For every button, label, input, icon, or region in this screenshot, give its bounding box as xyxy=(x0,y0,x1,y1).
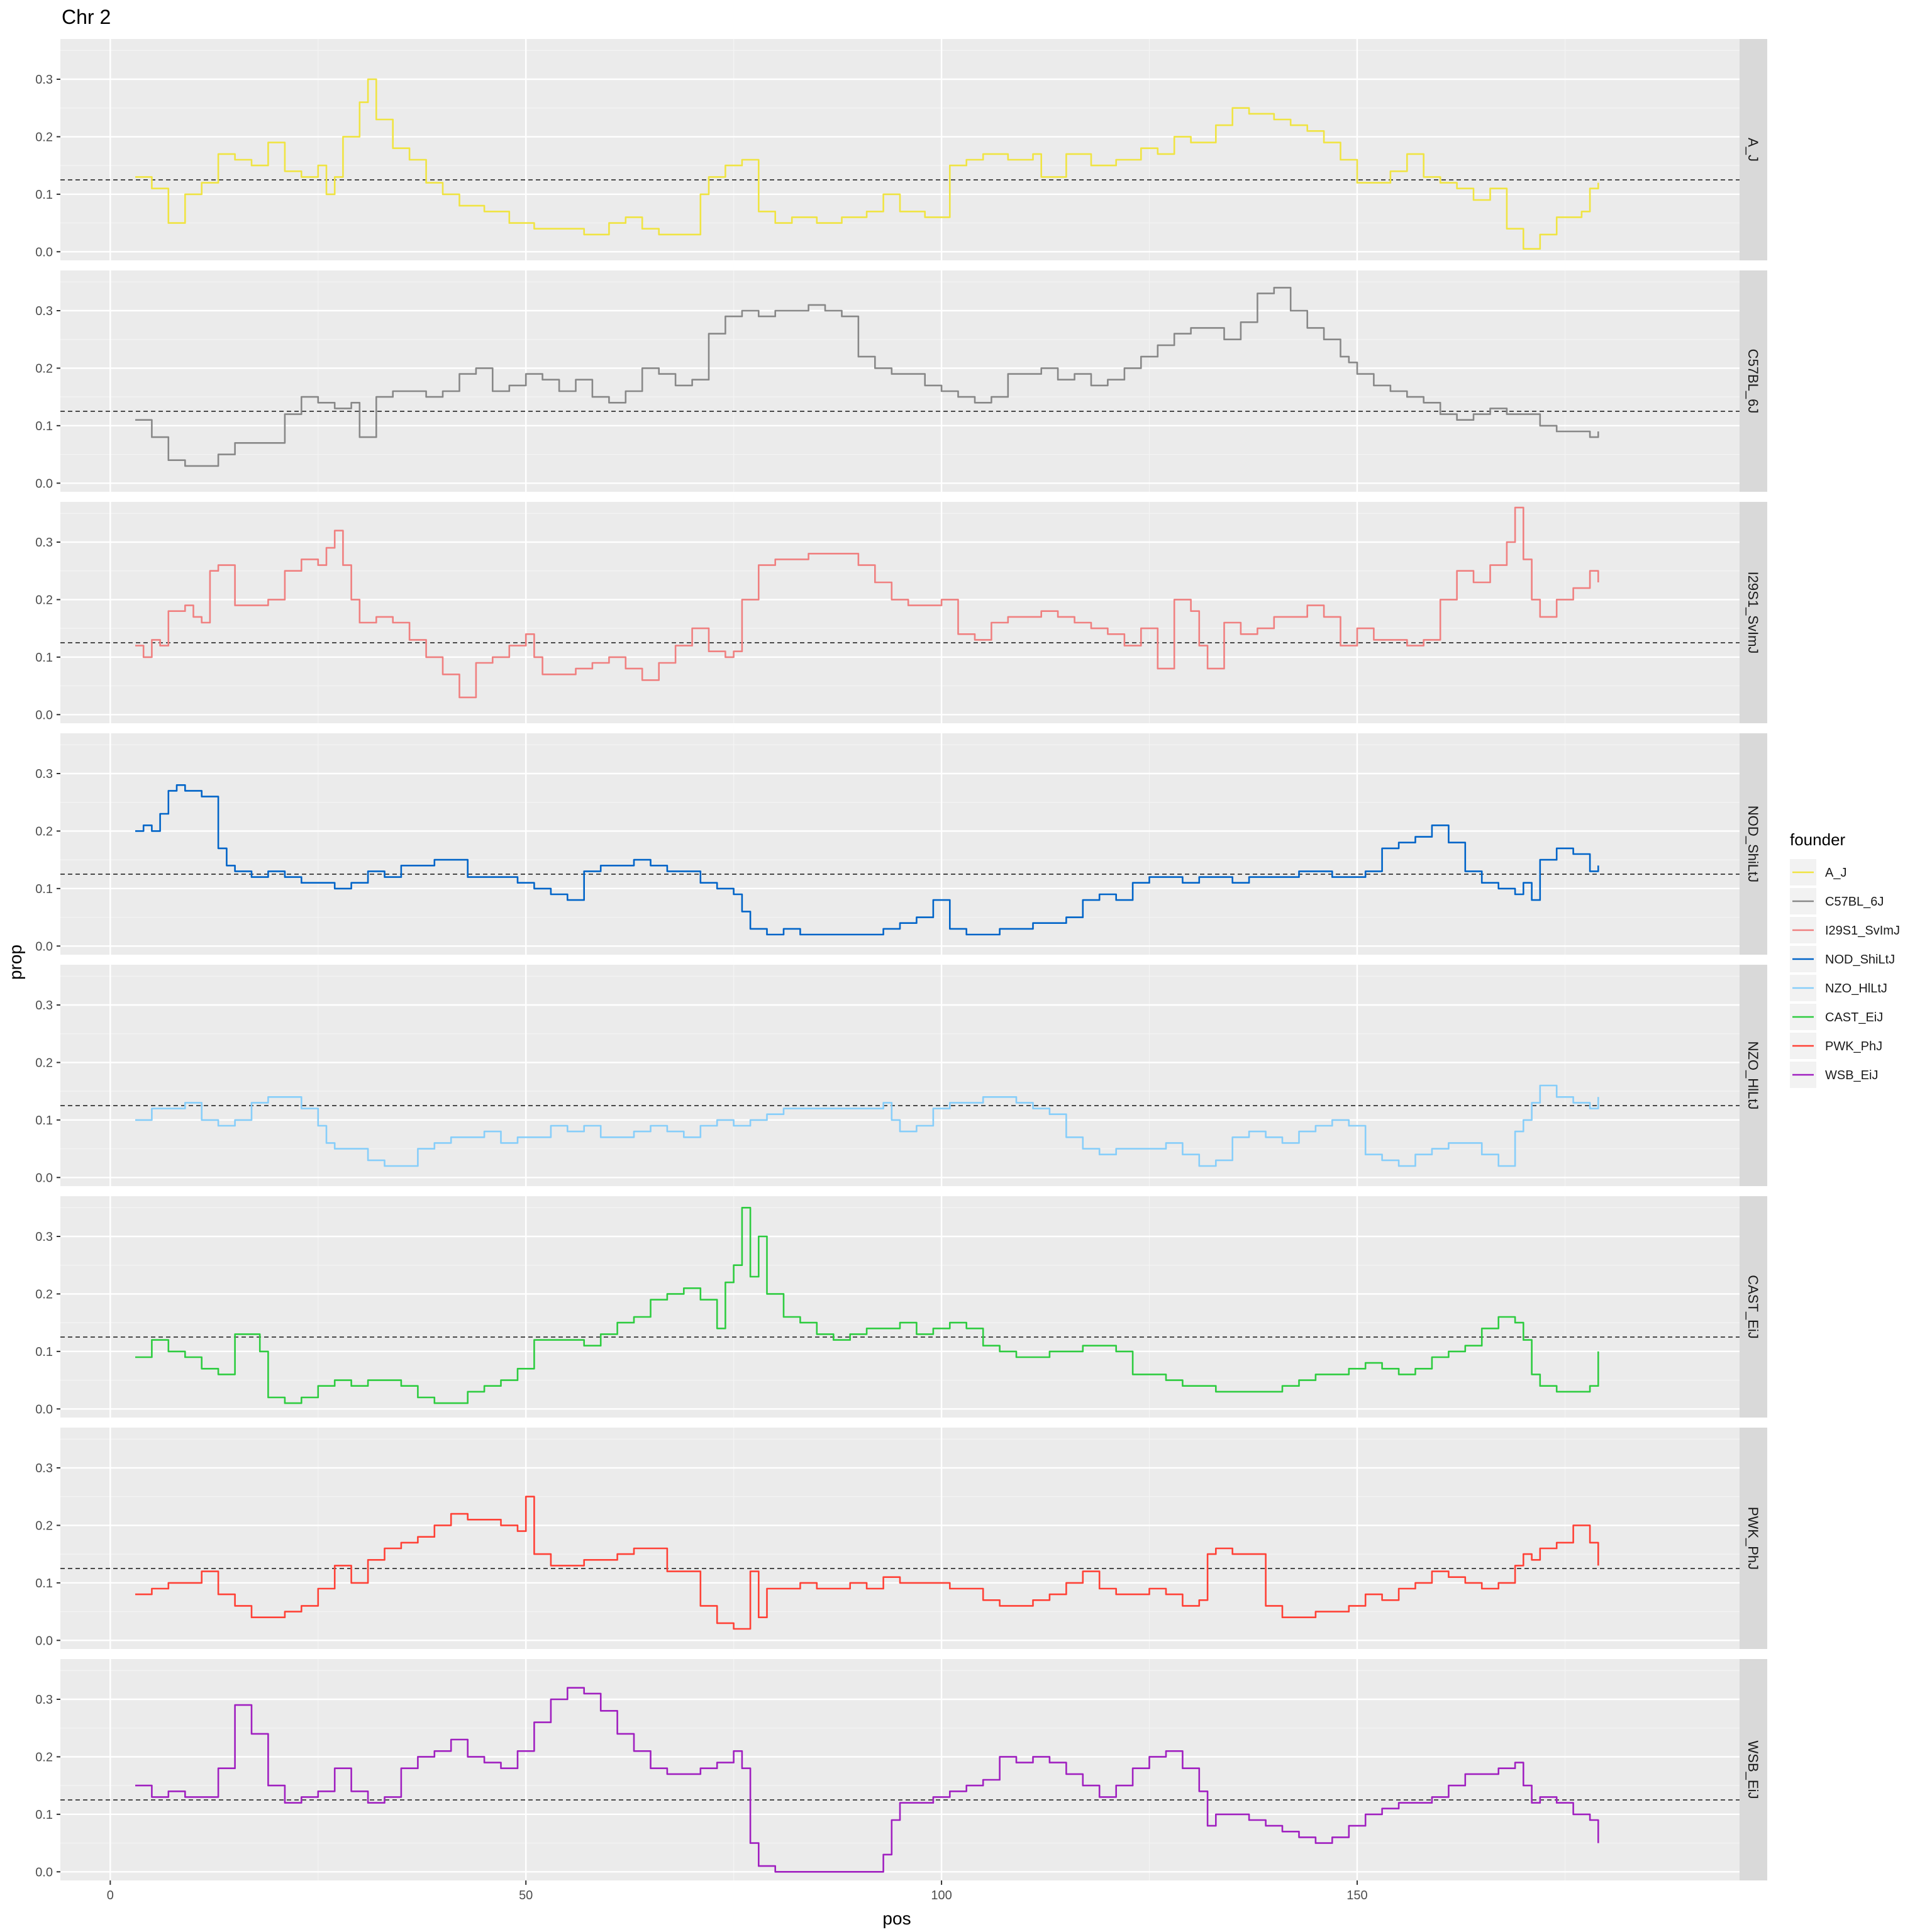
y-tick-label: 0.1 xyxy=(35,1114,53,1128)
strip-background xyxy=(1740,1659,1767,1880)
x-tick-label: 50 xyxy=(519,1889,533,1902)
y-tick-label: 0.0 xyxy=(35,940,53,953)
series-line-PWK_PhJ xyxy=(135,1496,1599,1630)
y-tick-label: 0.1 xyxy=(35,1808,53,1822)
strip-label: CAST_EiJ xyxy=(1745,1275,1761,1338)
facet-panel-CAST_EiJ: 0.0 0.1 0.2 0.3 CAST_EiJ xyxy=(35,1196,1767,1418)
y-tick-label: 0.2 xyxy=(35,1056,53,1070)
panel-background xyxy=(60,39,1740,260)
series-line-NZO_HlLtJ xyxy=(135,1084,1599,1167)
strip-label: WSB_EiJ xyxy=(1745,1741,1761,1799)
y-tick-label: 0.1 xyxy=(35,419,53,433)
panel-background xyxy=(60,1196,1740,1418)
series-line-I29S1_SvImJ xyxy=(135,506,1599,699)
facet-panel-NOD_ShiLtJ: 0.0 0.1 0.2 0.3 NOD_ShiLtJ xyxy=(35,733,1767,955)
y-tick-label: 0.1 xyxy=(35,1577,53,1591)
strip-background xyxy=(1740,965,1767,1186)
y-tick-label: 0.2 xyxy=(35,593,53,607)
y-tick-label: 0.2 xyxy=(35,1519,53,1533)
series-line-CAST_EiJ xyxy=(135,1207,1599,1404)
chart-title: Chr 2 xyxy=(62,6,111,28)
y-tick-label: 0.0 xyxy=(35,245,53,259)
strip-label: NOD_ShiLtJ xyxy=(1745,806,1761,882)
legend-label: I29S1_SvImJ xyxy=(1825,924,1900,938)
y-tick-label: 0.1 xyxy=(35,188,53,202)
y-tick-label: 0.2 xyxy=(35,130,53,144)
strip-label: NZO_HlLtJ xyxy=(1745,1041,1761,1110)
panel-background xyxy=(60,1659,1740,1880)
y-tick-label: 0.3 xyxy=(35,1693,53,1707)
facet-panel-WSB_EiJ: 0.0 0.1 0.2 0.3 WSB_EiJ xyxy=(35,1659,1767,1880)
legend-label: WSB_EiJ xyxy=(1825,1069,1878,1082)
strip-label: C57BL_6J xyxy=(1745,349,1761,414)
series-line-WSB_EiJ xyxy=(135,1687,1599,1873)
legend: founder A_J C57BL_6J I29S1_SvImJ NOD_ShiLtJ… xyxy=(1790,830,1900,1088)
x-tick-label: 150 xyxy=(1346,1889,1367,1902)
panel-background xyxy=(60,502,1740,723)
x-tick-label: 0 xyxy=(107,1889,114,1902)
series-line-C57BL_6J xyxy=(135,287,1599,467)
y-tick-label: 0.0 xyxy=(35,708,53,722)
legend-title: founder xyxy=(1790,830,1846,849)
strip-background xyxy=(1740,502,1767,723)
legend-label: NZO_HlLtJ xyxy=(1825,982,1887,996)
strip-background xyxy=(1740,733,1767,955)
y-tick-label: 0.2 xyxy=(35,824,53,838)
series-line-A_J xyxy=(135,78,1599,250)
legend-label: NOD_ShiLtJ xyxy=(1825,953,1895,967)
facet-panel-NZO_HlLtJ: 0.0 0.1 0.2 0.3 NZO_HlLtJ xyxy=(35,965,1767,1186)
y-tick-label: 0.1 xyxy=(35,651,53,665)
x-tick-label: 100 xyxy=(931,1889,952,1902)
y-tick-label: 0.3 xyxy=(35,1230,53,1244)
legend-label: PWK_PhJ xyxy=(1825,1040,1882,1053)
y-tick-label: 0.2 xyxy=(35,362,53,375)
facet-panel-A_J: 0.0 0.1 0.2 0.3 A_J xyxy=(35,39,1767,260)
y-tick-label: 0.0 xyxy=(35,1402,53,1416)
y-tick-label: 0.1 xyxy=(35,882,53,896)
y-tick-label: 0.3 xyxy=(35,304,53,318)
y-tick-label: 0.3 xyxy=(35,767,53,781)
y-tick-label: 0.3 xyxy=(35,536,53,550)
y-tick-label: 0.0 xyxy=(35,477,53,491)
panel-background xyxy=(60,733,1740,955)
y-tick-label: 0.0 xyxy=(35,1634,53,1648)
x-axis-label: pos xyxy=(882,1909,911,1928)
y-tick-label: 0.1 xyxy=(35,1345,53,1359)
y-tick-label: 0.0 xyxy=(35,1171,53,1185)
panel-background xyxy=(60,965,1740,1186)
panel-background xyxy=(60,270,1740,492)
y-tick-label: 0.3 xyxy=(35,999,53,1013)
series-line-NOD_ShiLtJ xyxy=(135,784,1599,936)
strip-background xyxy=(1740,1428,1767,1649)
y-tick-label: 0.2 xyxy=(35,1750,53,1764)
y-tick-label: 0.3 xyxy=(35,1462,53,1475)
facet-panels: 0.00.10.20.3A_J0.00.10.20.3C57BL_6J0.00.… xyxy=(35,39,1767,1880)
facet-panel-C57BL_6J: 0.0 0.1 0.2 0.3 C57BL_6J xyxy=(35,270,1767,492)
legend-label: A_J xyxy=(1825,866,1846,880)
strip-label: I29S1_SvImJ xyxy=(1745,572,1761,654)
y-tick-label: 0.2 xyxy=(35,1287,53,1301)
strip-background xyxy=(1740,39,1767,260)
facet-panel-I29S1_SvImJ: 0.0 0.1 0.2 0.3 I29S1_SvImJ xyxy=(35,502,1767,723)
x-axis: 0 50 100 150 xyxy=(107,1880,1368,1902)
strip-background xyxy=(1740,270,1767,492)
y-tick-label: 0.3 xyxy=(35,73,53,87)
strip-label: A_J xyxy=(1745,138,1761,162)
strip-label: PWK_PhJ xyxy=(1745,1507,1761,1570)
legend-label: C57BL_6J xyxy=(1825,895,1884,909)
strip-background xyxy=(1740,1196,1767,1418)
y-tick-label: 0.0 xyxy=(35,1865,53,1879)
legend-label: CAST_EiJ xyxy=(1825,1011,1883,1024)
panel-background xyxy=(60,1428,1740,1649)
facet-panel-PWK_PhJ: 0.0 0.1 0.2 0.3 PWK_PhJ xyxy=(35,1428,1767,1649)
y-axis-label: prop xyxy=(6,945,25,980)
